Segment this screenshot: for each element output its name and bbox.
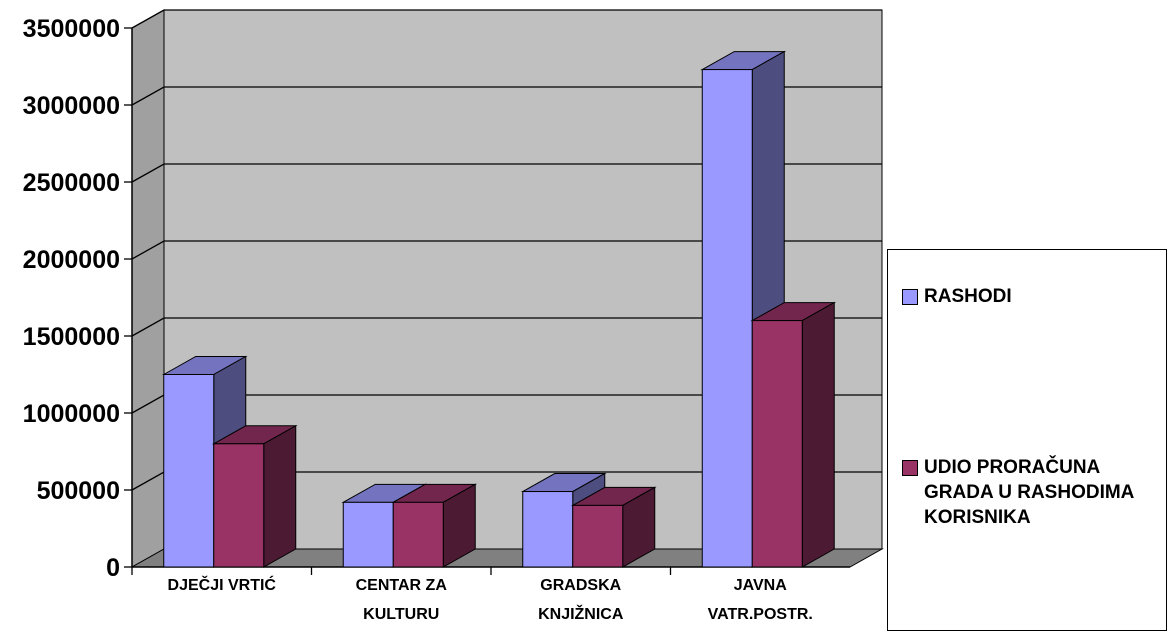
x-category-label: KNJIŽNICA <box>538 604 624 623</box>
y-tick-label: 2000000 <box>23 246 120 274</box>
legend-item-rashodi: RASHODI <box>902 284 1144 309</box>
x-category-label: JAVNA <box>734 577 787 594</box>
legend-item-udio: UDIO PRORAČUNA GRADA U RASHODIMA KORISNI… <box>902 455 1144 530</box>
bar <box>750 301 837 568</box>
bar-front <box>342 501 394 568</box>
bar <box>391 483 478 568</box>
legend-swatch-rashodi <box>902 289 918 305</box>
side-wall <box>131 9 165 568</box>
gridline <box>131 86 882 106</box>
y-tick-label: 1000000 <box>23 400 120 428</box>
legend-swatch-udio <box>902 460 918 476</box>
legend: RASHODI UDIO PRORAČUNA GRADA U RASHODIMA… <box>887 249 1167 631</box>
bar-front <box>701 69 753 568</box>
bar-side <box>801 301 835 568</box>
bar-front <box>522 491 574 568</box>
bar-front <box>751 320 803 568</box>
y-tick-label: 1500000 <box>23 323 120 351</box>
x-category-label: CENTAR ZA <box>356 577 448 594</box>
bar-front <box>572 504 624 568</box>
x-category-labels: DJEČJI VRTIĆ CENTAR ZA KULTURU GRADSKA KNJIŽ… <box>168 575 813 623</box>
bar-front <box>392 501 444 568</box>
gridline <box>131 163 882 183</box>
bar-front <box>213 443 265 568</box>
x-category-label: DJEČJI VRTIĆ <box>168 575 277 594</box>
bars <box>161 50 837 568</box>
gridline <box>131 9 882 29</box>
legend-label-udio: UDIO PRORAČUNA GRADA U RASHODIMA KORISNI… <box>924 457 1134 528</box>
gridline <box>131 317 882 337</box>
y-tick-label: 2500000 <box>23 169 120 197</box>
y-tick-label: 0 <box>106 554 120 582</box>
gridline <box>131 240 882 260</box>
y-tick-label: 500000 <box>37 477 120 505</box>
legend-label-rashodi: RASHODI <box>924 286 1012 307</box>
bar <box>570 486 657 568</box>
x-category-label: VATR.POSTR. <box>708 606 813 623</box>
x-category-label: KULTURU <box>363 606 439 623</box>
y-tick-label: 3500000 <box>23 15 120 43</box>
bar-side <box>263 424 297 568</box>
bar-front <box>163 374 215 568</box>
bar <box>211 424 298 568</box>
y-tick-label: 3000000 <box>23 92 120 120</box>
x-category-label: GRADSKA <box>540 577 621 594</box>
y-tick-labels: 0 500000 1000000 1500000 2000000 2500000 30000… <box>23 15 120 582</box>
